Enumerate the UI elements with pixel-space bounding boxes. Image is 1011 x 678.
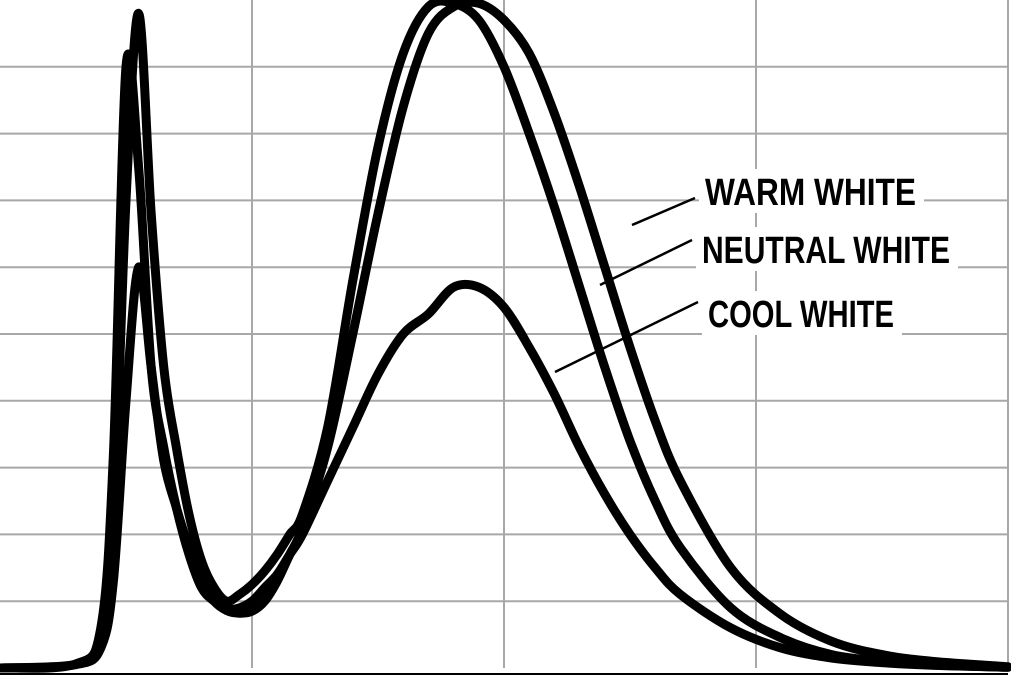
series-label-cool-white: COOL WHITE	[708, 294, 894, 336]
leader-line-warm-white	[631, 196, 696, 227]
label-background-warm-white	[699, 169, 924, 213]
label-background-neutral-white	[696, 227, 958, 271]
series-label-warm-white: WARM WHITE	[705, 172, 916, 214]
series-label-neutral-white: NEUTRAL WHITE	[702, 230, 950, 272]
leader-line-cool-white	[554, 300, 699, 374]
series-line-cool-white	[0, 49, 1011, 673]
series-labels: WARM WHITE NEUTRAL WHITE COOL WHITE	[554, 169, 958, 374]
leader-line-neutral-white	[599, 238, 693, 287]
label-background-cool-white	[702, 291, 902, 335]
